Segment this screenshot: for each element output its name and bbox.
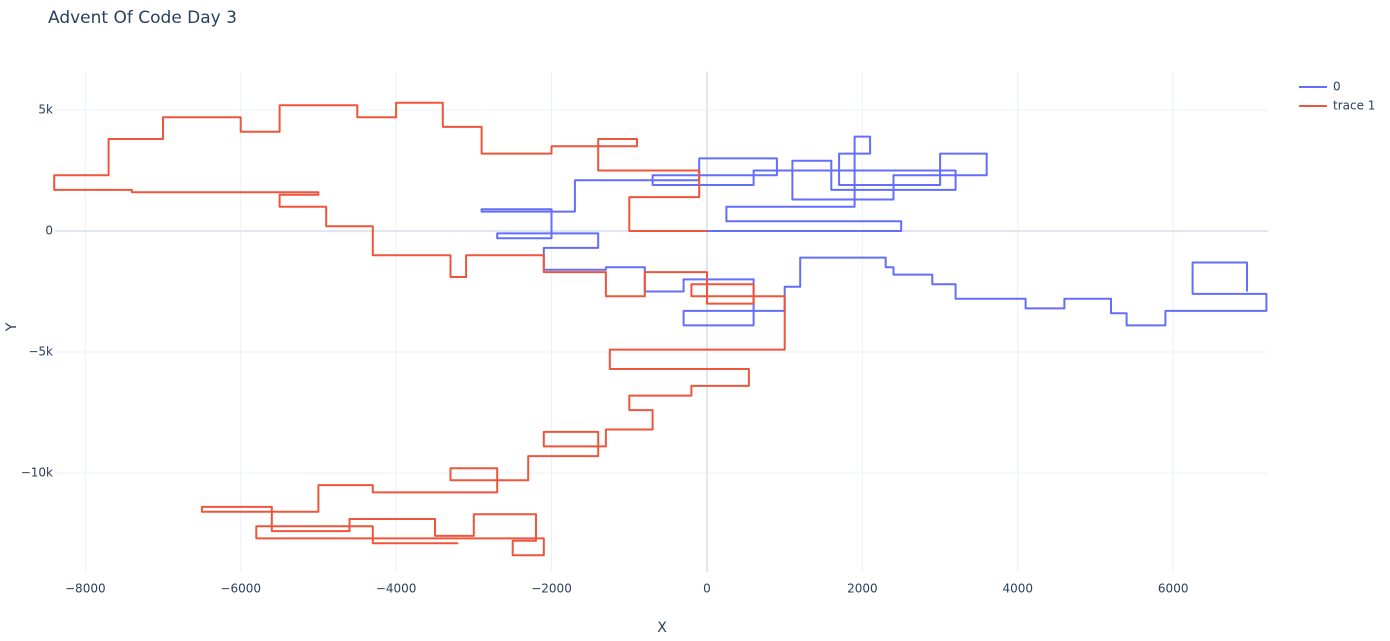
x-tick-label: −4000: [376, 582, 417, 596]
y-tick-label: −5k: [28, 345, 53, 359]
x-tick-label: 2000: [847, 582, 878, 596]
series-line: [480, 135, 1268, 327]
x-tick-label: 6000: [1158, 582, 1189, 596]
legend-label: 0: [1333, 80, 1341, 94]
x-tick-label: 0: [703, 582, 711, 596]
x-axis-title: X: [657, 620, 667, 636]
series-line: [53, 101, 786, 557]
x-tick-label: −2000: [531, 582, 572, 596]
legend-label: trace 1: [1333, 99, 1375, 113]
grid: [55, 72, 1268, 572]
y-axis-title: Y: [4, 322, 20, 332]
x-tick-label: −6000: [220, 582, 261, 596]
chart-title: Advent Of Code Day 3: [48, 8, 237, 28]
y-tick-label: 5k: [38, 102, 53, 116]
y-tick-label: −10k: [21, 466, 53, 480]
y-tick-label: 0: [45, 224, 53, 238]
x-tick-label: −8000: [65, 582, 106, 596]
x-tick-label: 4000: [1003, 582, 1034, 596]
